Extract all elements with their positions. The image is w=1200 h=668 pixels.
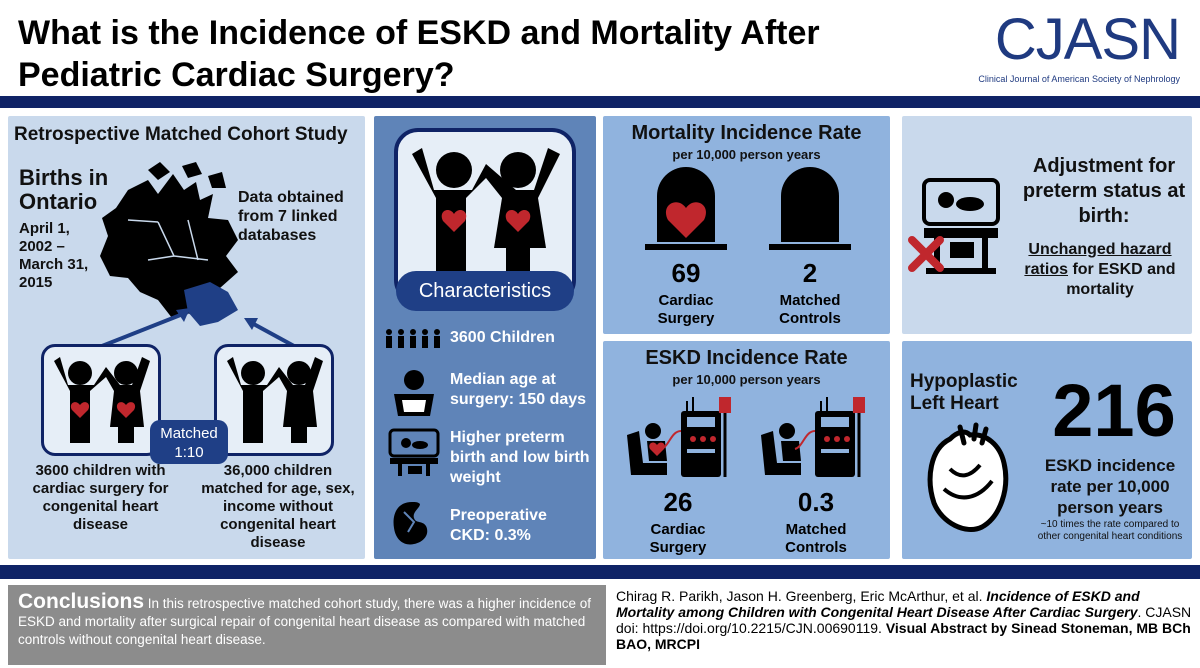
hlh-title: Hypoplastic Left Heart	[910, 371, 1018, 414]
hypoplastic-panel: Hypoplastic Left Heart 216 ESKD incidenc…	[902, 341, 1192, 559]
eskd-control-label: Matched Controls	[785, 521, 847, 556]
x-mark-icon	[908, 236, 944, 272]
kidney-icon	[393, 502, 428, 545]
citation: Chirag R. Parikh, Jason H. Greenberg, Er…	[616, 588, 1196, 652]
char-median-age: Median age at surgery: 150 days	[450, 371, 587, 408]
hlh-rate-text: ESKD incidence rate per 10,000 person ye…	[1044, 456, 1176, 517]
mortality-title: Mortality Incidence Rate	[631, 122, 862, 144]
citation-journal: . CJASN doi: https://doi.org/10.2215/CJN…	[616, 604, 1192, 636]
citation-credit: Visual Abstract by Sinead Stoneman, MB B…	[616, 620, 1191, 652]
eskd-panel: ESKD Incidence Rate per 10,000 person ye…	[603, 341, 890, 559]
arrow-right-icon	[244, 318, 295, 348]
eskd-control-value: 0.3	[797, 487, 835, 517]
adjustment-result: Unchanged hazard ratios for ESKD and mor…	[1010, 240, 1190, 300]
mortality-cardiac-label: Cardiac Surgery	[657, 292, 715, 327]
hypoplastic-heart-icon	[927, 422, 1009, 532]
adjustment-title: Adjustment for preterm status at birth:	[1022, 155, 1186, 227]
tombstone-icon	[645, 167, 727, 250]
children-row-icon	[386, 329, 440, 348]
mortality-cardiac-value: 69	[671, 258, 701, 288]
matched-badge: Matched 1:10	[150, 420, 228, 464]
mortality-subtitle: per 10,000 person years	[672, 147, 821, 162]
cardiac-children-box	[41, 344, 161, 456]
eskd-title: ESKD Incidence Rate	[645, 347, 848, 369]
eskd-cardiac-label: Cardiac Surgery	[649, 521, 707, 556]
births-title: Births in Ontario	[19, 165, 109, 214]
conclusions-heading: Conclusions	[18, 590, 145, 613]
arrow-left-icon	[101, 308, 190, 348]
characteristics-panel: Characteristics 3600 Children Median age…	[374, 116, 596, 559]
children-icon	[227, 357, 323, 443]
citation-authors: Chirag R. Parikh, Jason H. Greenberg, Er…	[616, 588, 987, 604]
data-obtained-text: Data obtained from 7 linked databases	[238, 189, 344, 244]
eskd-subtitle: per 10,000 person years	[672, 372, 821, 387]
page-title: What is the Incidence of ESKD and Mortal…	[18, 14, 820, 94]
dialysis-icon	[761, 397, 865, 477]
baby-icon	[394, 370, 434, 416]
eskd-cardiac-value: 26	[663, 487, 693, 517]
incubator-icon	[922, 178, 1000, 274]
dialysis-icon	[627, 397, 731, 477]
children-icon	[54, 357, 150, 443]
char-preterm-birth: Higher preterm birth and low birth weigh…	[450, 429, 590, 486]
hlh-number: 216	[1052, 369, 1176, 452]
citation-article: Incidence of ESKD and Mortality among Ch…	[616, 588, 1140, 620]
births-dates: April 1, 2002 – March 31, 2015	[19, 220, 89, 291]
mortality-control-label: Matched Controls	[779, 292, 841, 327]
conclusions-text: In this retrospective matched cohort stu…	[18, 596, 591, 647]
characteristics-label: Characteristics	[396, 271, 574, 311]
adjustment-highlight: Unchanged hazard ratios	[1024, 241, 1172, 278]
control-group-text: 36,000 children matched for age, sex, in…	[201, 462, 355, 551]
control-children-box	[214, 344, 334, 456]
bottom-divider-bar	[0, 565, 1200, 579]
journal-logo: CJASN Clinical Journal of American Socie…	[960, 7, 1181, 85]
tombstone-icon	[769, 167, 851, 250]
conclusions-box: Conclusions In this retrospective matche…	[8, 585, 606, 665]
cardiac-group-text: 3600 children with cardiac surgery for c…	[32, 462, 169, 533]
top-divider-bar	[0, 96, 1200, 108]
cohort-panel: Retrospective Matched Cohort Study Birth…	[8, 116, 365, 559]
logo-subtitle: Clinical Journal of American Society of …	[978, 74, 1180, 84]
mortality-control-value: 2	[802, 258, 818, 288]
children-icon	[412, 148, 560, 278]
adjustment-rest: for ESKD and mortality	[1066, 261, 1176, 298]
logo-wordmark: CJASN	[994, 7, 1181, 72]
canada-map-icon	[100, 162, 238, 326]
adjustment-panel: Adjustment for preterm status at birth: …	[902, 116, 1192, 334]
cohort-title: Retrospective Matched Cohort Study	[14, 124, 348, 145]
char-preoperative-ckd: Preoperative CKD: 0.3%	[450, 507, 547, 544]
mortality-panel: Mortality Incidence Rate per 10,000 pers…	[603, 116, 890, 334]
char-children-count: 3600 Children	[450, 329, 555, 346]
hlh-note: ~10 times the rate compared to other con…	[1037, 519, 1183, 542]
incubator-icon	[388, 428, 440, 476]
